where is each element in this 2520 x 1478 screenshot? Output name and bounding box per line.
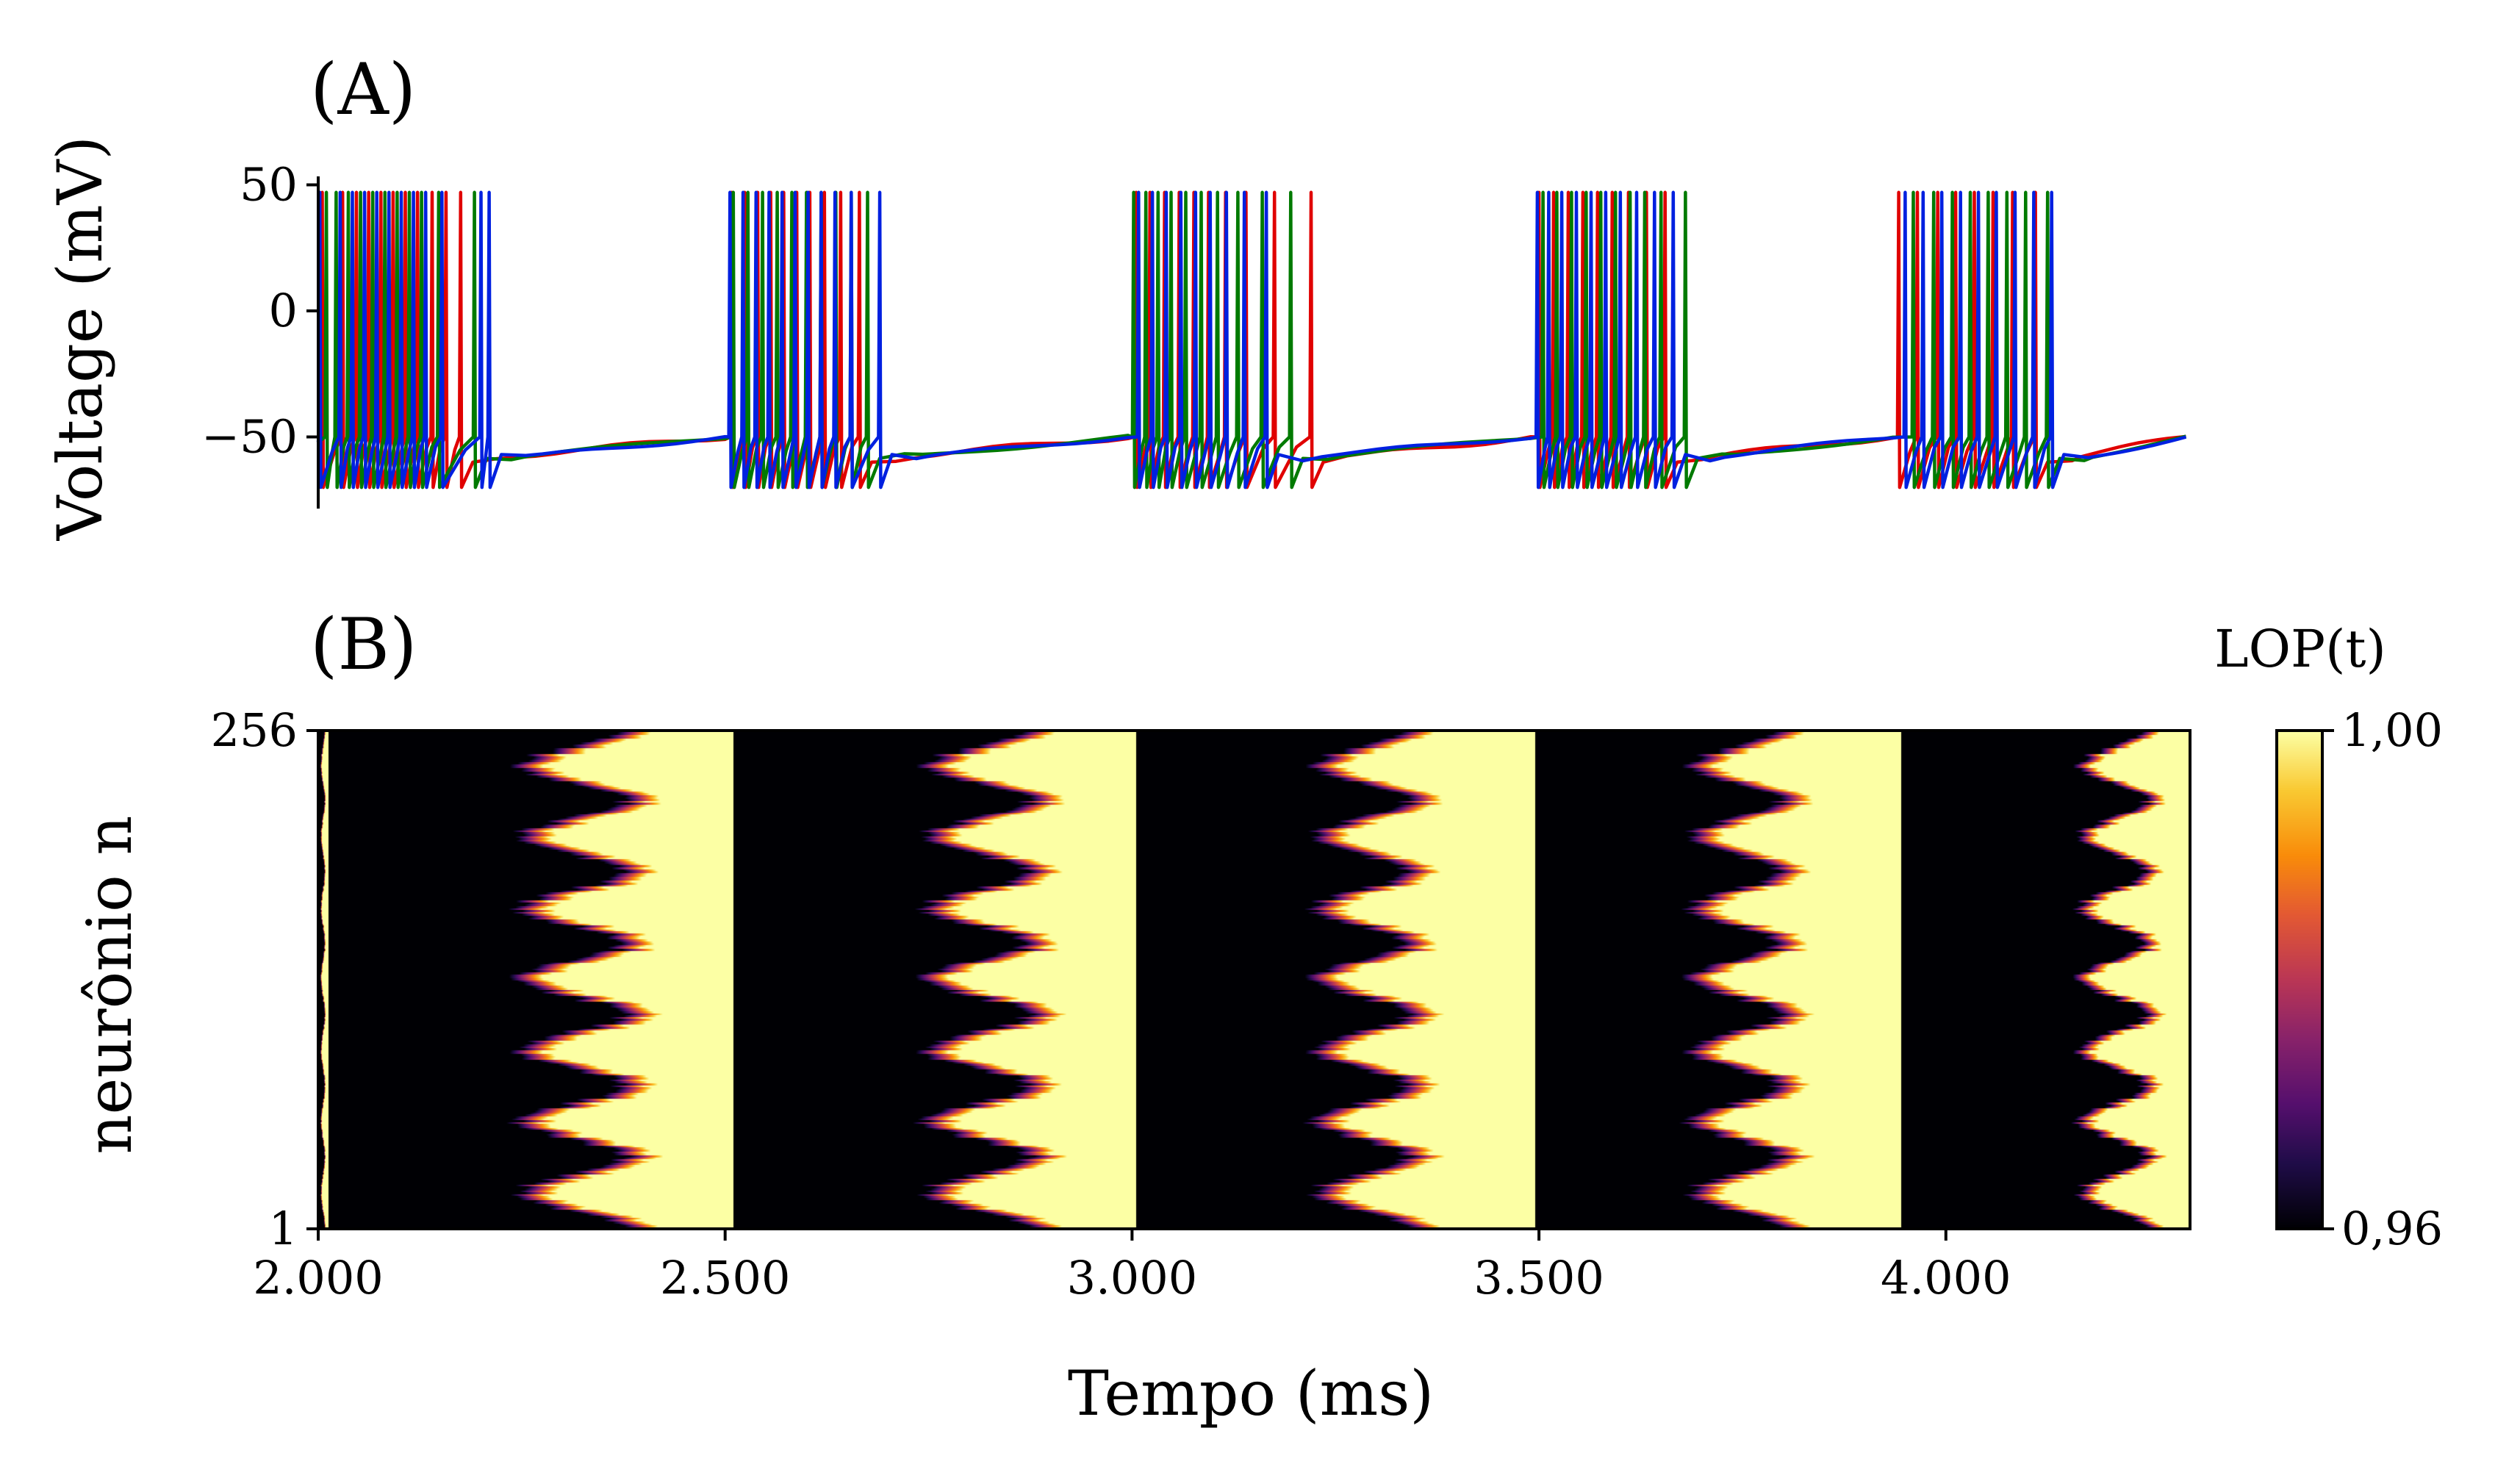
neuron-tick-label: 1 — [269, 1202, 298, 1255]
voltage-tick-label: −50 — [201, 410, 298, 464]
lop-colorbar: LOP(t) 1,00 0,96 — [2214, 619, 2443, 1255]
colorbar-tick-label: 1,00 — [2341, 703, 2443, 757]
voltage-tick-label: 50 — [240, 158, 298, 212]
panel-b-label: (B) — [310, 603, 417, 686]
neuron-y-ticks: 1 256 — [211, 703, 318, 1255]
colorbar-title: LOP(t) — [2214, 619, 2386, 679]
neuron-y-axis-label: neurônio n — [73, 816, 146, 1155]
voltage-y-ticks: 50 0 −50 — [201, 158, 318, 464]
voltage-y-axis-label: Voltage (mV) — [44, 136, 116, 541]
time-tick-label: 4.000 — [1881, 1251, 2011, 1305]
time-tick-label: 3.500 — [1473, 1251, 1604, 1305]
voltage-panel: (A) Voltage (mV) 50 0 −50 — [44, 49, 2187, 541]
lop-panel: (B) neurônio n Tempo (ms) 2.000 2.500 3.00… — [73, 603, 2191, 1429]
voltage-trace-blue — [316, 190, 2187, 489]
time-x-axis-label: Tempo (ms) — [1068, 1357, 1434, 1429]
time-tick-label: 2.000 — [253, 1251, 384, 1305]
voltage-tick-label: 0 — [269, 284, 298, 337]
colorbar-ticks: 1,00 0,96 — [2322, 703, 2443, 1255]
heatmap-frame — [317, 729, 2191, 1230]
time-x-ticks: 2.000 2.500 3.000 3.500 4.000 — [253, 1229, 2011, 1305]
time-tick-label: 2.500 — [660, 1251, 791, 1305]
colorbar-gradient — [2277, 731, 2322, 1229]
colorbar-frame — [2275, 729, 2324, 1230]
neuron-tick-label: 256 — [211, 703, 298, 757]
time-tick-label: 3.000 — [1067, 1251, 1198, 1305]
panel-a-label: (A) — [310, 49, 416, 131]
lop-heatmap — [318, 731, 2190, 1229]
colorbar-tick-label: 0,96 — [2341, 1202, 2443, 1255]
voltage-traces — [316, 190, 2187, 489]
